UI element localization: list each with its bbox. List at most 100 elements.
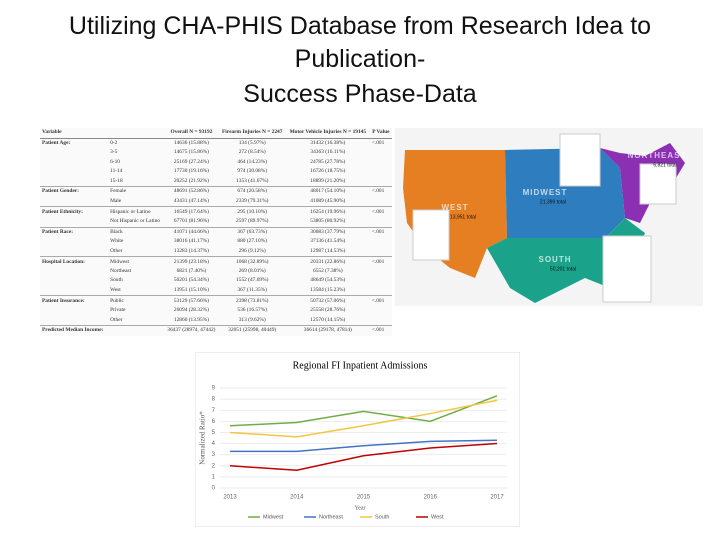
value-cell: 880 (27.10%) xyxy=(237,238,268,245)
table-row: South 50201 (54.34%) 1552 (47.69%) 48649 (5… xyxy=(40,276,392,285)
value-cell: 6552 (7.38%) xyxy=(313,268,343,275)
sub-cell: Public xyxy=(108,295,165,307)
variable-cell: Patient Ethnicity: xyxy=(40,206,109,218)
value-cell: 26094 (28.32%) xyxy=(173,307,209,314)
chart-title: Regional FI Inpatient Admissions xyxy=(293,360,428,371)
table-row: Other 12860 (13.95%) 313 (9.62%) 12570 (14.… xyxy=(40,315,392,325)
value-cell: 134 (5.97%) xyxy=(218,137,286,149)
value-cell: 12860 (13.95%) xyxy=(173,316,209,323)
p-value-cell xyxy=(370,148,392,157)
value-cell: 41071 (44.66%) xyxy=(164,226,219,238)
value-cell: 2597 (89.97%) xyxy=(236,218,269,225)
value-cell: 30083 (37.79%) xyxy=(285,226,370,238)
region-name: SOUTH xyxy=(539,255,572,264)
variable-cell xyxy=(40,148,108,157)
hospital-list xyxy=(412,209,450,261)
p-value-cell xyxy=(370,237,392,246)
y-axis-label: Normalized Ratio* xyxy=(199,411,207,465)
value-cell: 536 (16.57%) xyxy=(237,307,268,314)
legend-label: Midwest xyxy=(263,514,284,520)
value-cell: 38016 (41.17%) xyxy=(173,238,209,245)
p-value-cell: <.001 xyxy=(369,325,392,336)
sub-cell: Hispanic or Latino xyxy=(108,206,165,218)
value-cell: 13283 (14.37%) xyxy=(173,247,209,254)
value-cell: 48691 (52.86%) xyxy=(164,186,219,197)
p-value-cell xyxy=(370,177,392,187)
value-cell: 41089 (45.90%) xyxy=(310,198,346,204)
variable-cell xyxy=(40,167,108,176)
value-cell: 6821 (7.40%) xyxy=(176,268,207,275)
value-cell: 14636 (15.88%) xyxy=(164,137,219,149)
legend-label: South xyxy=(375,514,389,520)
line-chart: Regional FI Inpatient Admissions Year No… xyxy=(195,352,520,527)
sub-cell: Midwest xyxy=(108,256,165,267)
region-total: 50,201 total xyxy=(550,266,576,272)
value-cell: 13584 (15.23%) xyxy=(310,287,346,294)
value-cell: 25558 (28.76%) xyxy=(310,307,346,314)
variable-cell xyxy=(40,267,108,276)
variable-cell: Predicted Median Income: xyxy=(40,325,109,336)
chart-frame xyxy=(195,352,520,527)
value-cell: 18899 (21.20%) xyxy=(310,177,346,184)
x-tick-label: 2014 xyxy=(290,495,304,501)
variable-cell xyxy=(40,217,108,227)
sub-cell: Male xyxy=(110,198,122,204)
value-cell: 32051 (25998, 40449) xyxy=(218,325,286,336)
variable-cell xyxy=(40,247,108,257)
region-name: MIDWEST xyxy=(523,188,568,197)
legend-label: Northeast xyxy=(319,514,343,520)
series-line xyxy=(230,439,498,453)
legend-label: West xyxy=(431,514,444,520)
table-row: Other 13283 (14.37%) 296 (9.12%) 12987 (14.… xyxy=(40,247,392,257)
value-cell: 24785 (27.78%) xyxy=(310,158,346,165)
value-cell: 16549 (17.64%) xyxy=(164,206,219,218)
region-name: WEST xyxy=(441,203,468,212)
variable-cell: Hospital Location: xyxy=(40,256,109,267)
value-cell: 50201 (54.34%) xyxy=(173,277,209,284)
value-cell: 20252 (21.92%) xyxy=(173,177,209,184)
value-cell: 48017 (54.10%) xyxy=(285,186,370,197)
value-cell: 296 (9.12%) xyxy=(238,247,266,254)
p-value-cell: <.001 xyxy=(369,295,392,307)
sub-cell: 15-18 xyxy=(110,177,123,184)
column-header: Firearm Injuries N = 2247 xyxy=(218,128,286,139)
value-cell: 48649 (54.53%) xyxy=(310,277,346,284)
region-total: 6,821 total xyxy=(653,162,676,168)
table-row: Hospital Location: Midwest 21399 (23.18%) 1… xyxy=(40,256,392,267)
y-tick-label: 0 xyxy=(212,486,216,492)
variable-cell xyxy=(40,197,108,207)
p-value-cell xyxy=(370,306,392,315)
value-cell: 295 (10.10%) xyxy=(218,206,286,218)
variable-cell xyxy=(40,158,108,167)
table-row: 15-18 20252 (21.92%) 1353 (41.67%) 18899 (2… xyxy=(40,177,392,187)
value-cell: 67701 (81.96%) xyxy=(173,218,209,225)
value-cell: 14675 (15.86%) xyxy=(173,149,209,156)
value-cell: 12987 (14.53%) xyxy=(310,247,346,254)
variable-cell xyxy=(40,276,108,285)
sub-cell: Private xyxy=(110,307,126,314)
value-cell: 31432 (16.38%) xyxy=(285,137,370,149)
value-cell: 21399 (23.18%) xyxy=(164,256,219,267)
y-tick-label: 3 xyxy=(212,452,216,458)
value-cell: 13951 (15.10%) xyxy=(173,287,209,294)
p-value-cell: <.001 xyxy=(369,186,392,197)
column-header: P Value xyxy=(369,128,392,139)
sub-cell: South xyxy=(110,277,123,284)
value-cell: 37136 (41.54%) xyxy=(310,238,346,245)
table-row: Northeast 6821 (7.40%) 269 (8.01%) 6552 (7.… xyxy=(40,267,392,276)
value-cell: 20331 (22.86%) xyxy=(285,256,370,267)
y-tick-label: 1 xyxy=(212,474,216,480)
value-cell: 269 (8.01%) xyxy=(238,268,266,275)
value-cell: 464 (14.23%) xyxy=(237,158,268,165)
column-header: Overall N = 93192 xyxy=(164,128,219,139)
value-cell: 2339 (79.31%) xyxy=(236,198,269,204)
sub-cell: Female xyxy=(108,186,165,197)
table-row: Patient Race: Black 41071 (44.66%) 367 (63.… xyxy=(40,226,392,238)
sub-cell: Other xyxy=(110,316,123,323)
p-value-cell xyxy=(370,276,392,285)
value-cell: 34363 (16.11%) xyxy=(310,149,346,156)
p-value-cell: <.001 xyxy=(369,206,392,218)
sub-cell: Not Hispanic or Latino xyxy=(110,218,160,225)
column-header: Variable xyxy=(40,128,165,139)
